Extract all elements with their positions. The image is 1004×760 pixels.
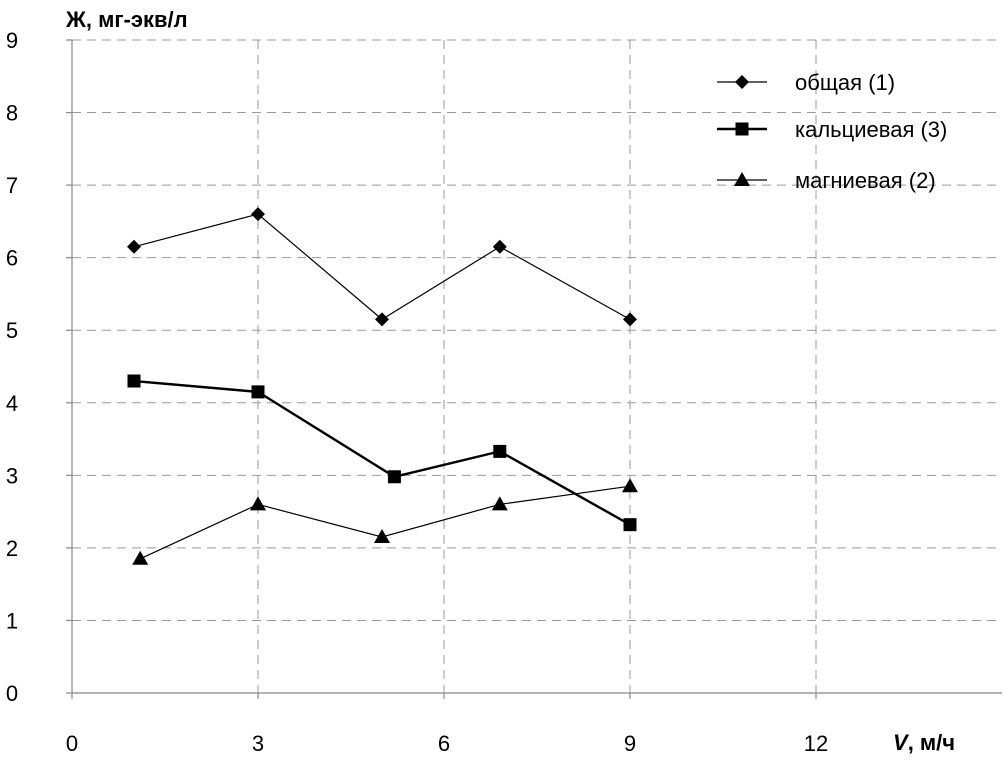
x-axis-variable: V	[893, 730, 910, 755]
x-tick-label: 6	[438, 731, 450, 756]
data-point-triangle	[374, 529, 390, 544]
y-tick-label: 9	[6, 28, 18, 53]
data-point-diamond	[375, 312, 389, 327]
y-tick-label: 3	[6, 463, 18, 488]
y-tick-label: 6	[6, 246, 18, 271]
axes	[71, 40, 1002, 694]
legend-marker-square	[735, 122, 749, 136]
legend: общая (1) кальциевая (3) магниевая (2)	[717, 70, 947, 193]
data-point-triangle	[250, 496, 266, 511]
legend-marker-diamond	[735, 75, 749, 89]
legend-label: общая (1)	[795, 70, 895, 95]
series-line-diamond	[133, 213, 631, 321]
y-axis-title: Ж, мг-экв/л	[65, 7, 188, 32]
series-triangle	[132, 478, 638, 565]
x-tick-labels: 0 3 6 9 12	[66, 693, 828, 756]
x-tick-label: 3	[252, 731, 264, 756]
y-tick-label: 0	[6, 681, 18, 706]
data-point-square	[387, 470, 401, 484]
data-point-triangle	[491, 496, 508, 511]
data-point-square	[623, 518, 637, 532]
x-tick-label: 0	[66, 731, 78, 756]
y-tick-label: 2	[6, 536, 18, 561]
data-point-diamond	[492, 239, 507, 254]
y-tick-label: 7	[6, 173, 18, 198]
data-point-diamond	[251, 207, 265, 222]
series-group	[127, 207, 638, 565]
legend-marker-triangle	[734, 172, 750, 186]
x-tick-label: 12	[804, 731, 828, 756]
series-square	[127, 374, 637, 532]
y-tick-label: 4	[6, 391, 18, 416]
grid	[72, 39, 1002, 693]
x-axis-title: V, м/ч	[893, 730, 955, 755]
data-point-triangle	[132, 550, 149, 565]
legend-label: магниевая (2)	[795, 168, 936, 193]
data-point-diamond	[623, 312, 637, 327]
legend-label: кальциевая (3)	[795, 117, 947, 142]
data-point-square	[493, 444, 507, 458]
y-tick-label: 8	[6, 101, 18, 126]
y-tick-labels: 0 1 2 3 4 5 6 7 8 9	[6, 28, 72, 706]
x-tick-label: 9	[624, 731, 636, 756]
y-tick-label: 1	[6, 608, 18, 633]
data-point-triangle	[622, 478, 638, 493]
data-point-square	[127, 374, 141, 388]
data-point-diamond	[127, 239, 141, 254]
series-diamond	[127, 207, 637, 327]
data-point-square	[251, 385, 265, 399]
y-tick-label: 5	[6, 318, 18, 343]
x-axis-unit: , м/ч	[908, 730, 955, 755]
